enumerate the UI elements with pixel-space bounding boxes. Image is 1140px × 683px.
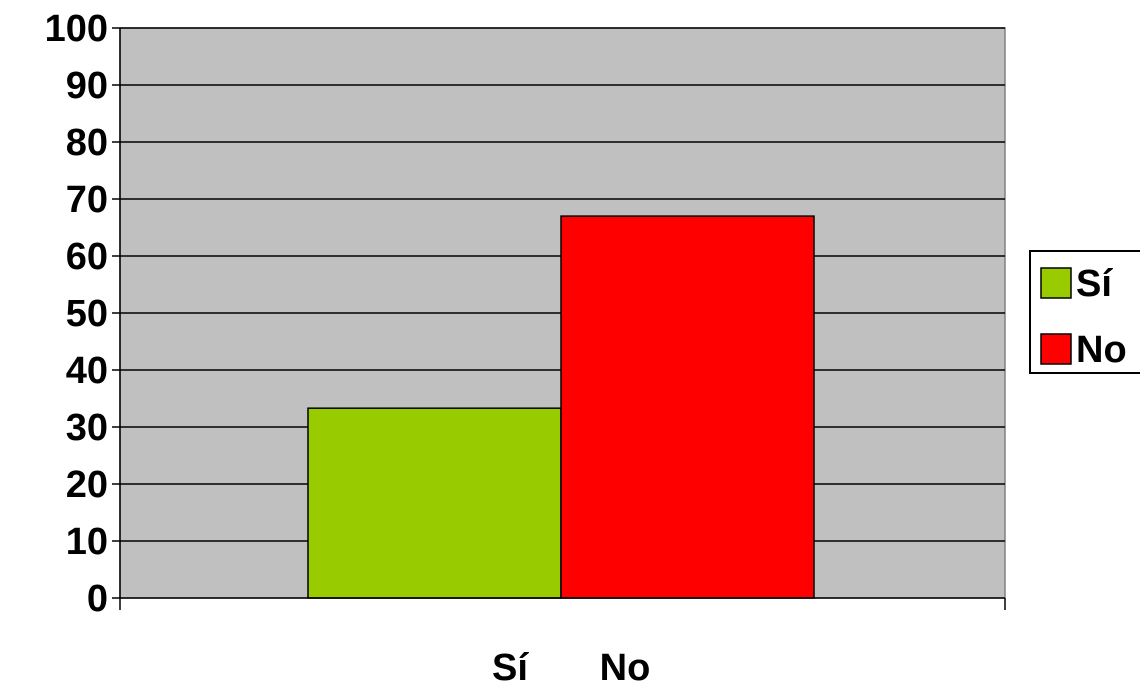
legend: Sí No [1029,250,1140,374]
y-tick-label: 70 [66,179,108,221]
y-tick-label: 80 [66,122,108,164]
y-tick-label: 0 [87,578,108,620]
legend-swatch [1040,333,1072,365]
gridlines [120,27,1005,542]
y-tick-label: 10 [66,521,108,563]
y-axis-ticks: 0 10 20 30 40 50 60 70 80 90 100 [45,8,120,620]
legend-label: Sí [1076,263,1113,305]
y-tick-label: 100 [45,8,108,50]
y-tick-label: 90 [66,65,108,107]
bar-no [560,215,815,599]
x-category-label: No [600,647,651,683]
x-category-label: Sí [492,647,529,683]
legend-label: No [1076,329,1127,371]
legend-swatch [1040,267,1072,299]
y-tick-label: 30 [66,407,108,449]
bar-si [307,407,562,599]
y-tick-label: 20 [66,464,108,506]
y-tick-label: 40 [66,350,108,392]
y-tick-label: 50 [66,293,108,335]
y-tick-label: 60 [66,236,108,278]
x-axis-labels: Sí No [492,647,650,683]
